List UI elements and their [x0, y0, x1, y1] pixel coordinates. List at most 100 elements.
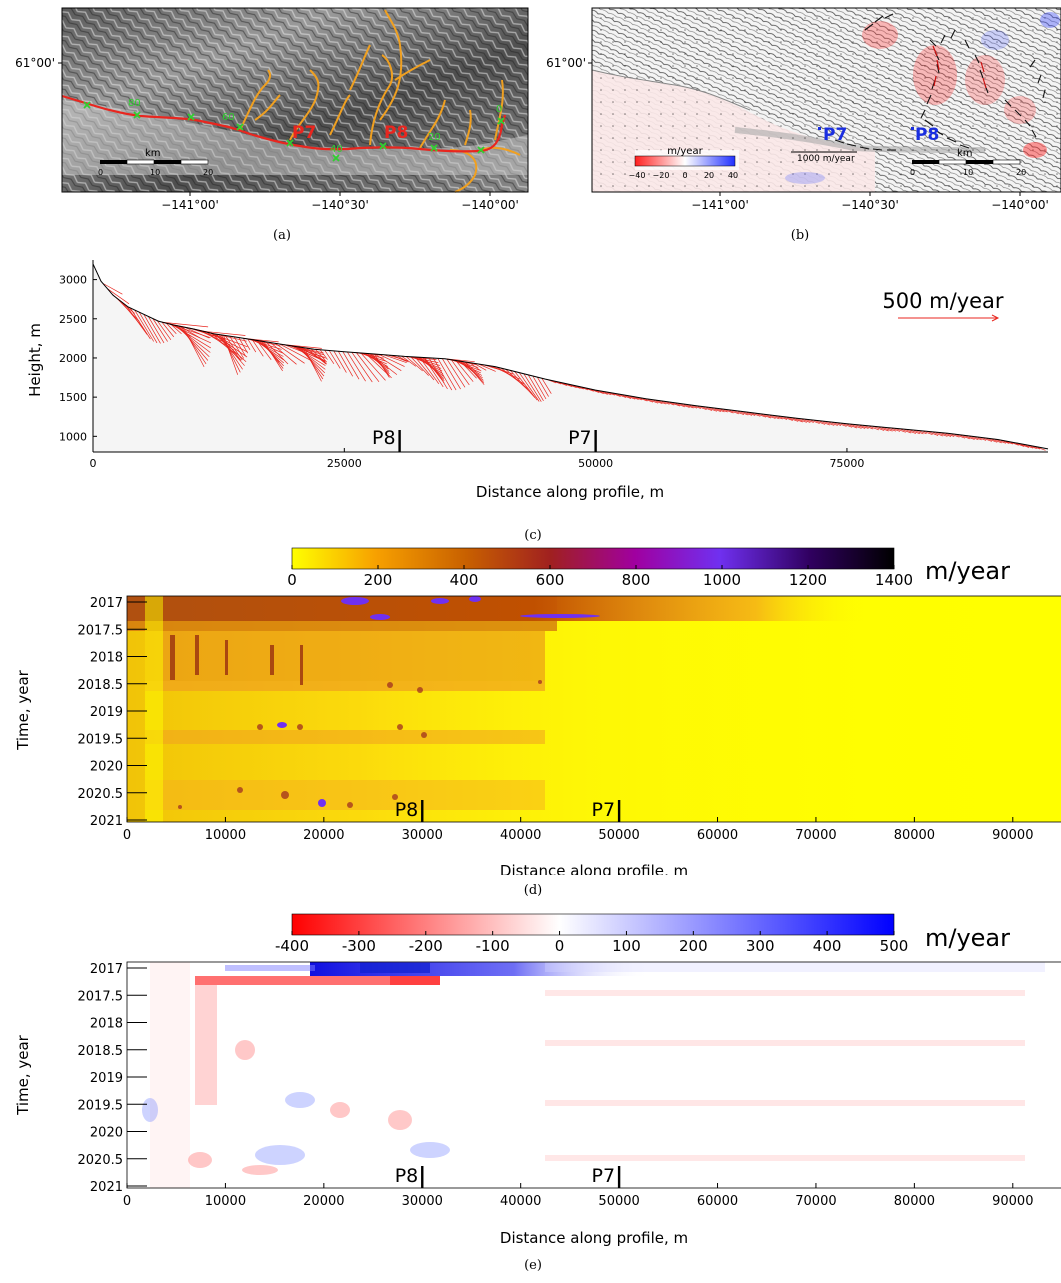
x-tick-label: 40000	[500, 828, 541, 843]
colorbar-tick-label: -300	[342, 937, 376, 955]
profile-fill	[93, 263, 1048, 452]
profile-line	[61, 94, 507, 153]
c-vector-scale-arrow	[898, 314, 1000, 322]
y-tick-label: 2021	[90, 814, 123, 829]
marker-label-p7: P7	[592, 1165, 616, 1187]
colorbar-tick-label: 600	[536, 571, 565, 589]
lon-label: −140°00'	[991, 198, 1049, 212]
colorbar-d	[291, 547, 895, 570]
colorbar-tick-label: 0	[287, 571, 297, 589]
x-tick-label: 40000	[500, 1194, 541, 1209]
c-marker-label-p8: P8	[372, 427, 396, 449]
colorbar-e	[291, 913, 895, 936]
caption-a: (a)	[273, 228, 291, 243]
y-tick-label: 2019	[90, 1071, 123, 1086]
marker-label-p8: P8	[395, 1165, 419, 1187]
colorbar-b-tick: 20	[704, 171, 714, 180]
x-tick-label: 70000	[795, 828, 836, 843]
x-tick-label: 20000	[303, 828, 344, 843]
panel-b-map: P7 P8 m/year −40 −20 0 20 40 1000 m/year…	[546, 7, 1061, 212]
c-x-tick-label: 50000	[578, 457, 613, 470]
colorbar-tick-label: -400	[275, 937, 309, 955]
profile-surface-line	[92, 263, 1049, 450]
point-label-p7: P7	[823, 125, 847, 145]
x-tick-label: 10000	[205, 1194, 246, 1209]
colorbar-b-tick: 0	[682, 171, 687, 180]
y-tick-label: 2018	[90, 651, 123, 666]
panel-c-profile-chart: 0 25000 50000 75000 1000 1500 2000 2500 3000 P8 P7…	[26, 260, 1049, 501]
caption-b: (b)	[790, 228, 810, 243]
caption-e: (e)	[524, 1258, 542, 1273]
x-tick-label: 90000	[992, 1194, 1033, 1209]
colorbar-tick-label: 500	[880, 937, 909, 955]
y-tick-label: 2018.5	[78, 1044, 124, 1059]
lon-label: −140°30'	[311, 198, 369, 212]
colorbar-tick-label: 400	[450, 571, 479, 589]
colorbar-e-unit: m/year	[925, 924, 1010, 952]
distance-mark-80: 80	[128, 98, 141, 109]
caption-c: (c)	[524, 528, 542, 543]
tributary-lines	[239, 9, 521, 193]
y-tick-label: 2019	[90, 705, 123, 720]
distance-mark-0: 0	[496, 104, 502, 115]
x-tick-label: 90000	[992, 828, 1033, 843]
colorbar-tick-label: 400	[813, 937, 842, 955]
x-tick-label: 50000	[598, 1194, 639, 1209]
colorbar-tick-label: 800	[622, 571, 651, 589]
colorbar-tick-label: 1200	[789, 571, 827, 589]
heatmap-e-field	[127, 962, 1061, 1188]
d-x-axis-label: Distance along profile, m	[500, 862, 688, 875]
point-label-p7: P7	[292, 123, 316, 143]
panel-a-map: 80 60 40 20 0 P7 P8 km 0 10 20 61°00' −1…	[15, 7, 529, 212]
vector-scale-label: 1000 m/year	[797, 154, 855, 164]
y-tick-label: 2018	[90, 1017, 123, 1032]
scale-bar-tick: 10	[150, 168, 160, 177]
c-x-tick-label: 75000	[829, 457, 864, 470]
c-y-axis-label: Height, m	[26, 323, 44, 397]
c-vector-scale-label: 500 m/year	[882, 289, 1004, 313]
lat-label: 61°00'	[15, 56, 55, 70]
y-tick-label: 2020	[90, 760, 123, 775]
caption-d: (d)	[523, 883, 543, 898]
profile-plot-area: 0 25000 50000 75000 1000 1500 2000 2500 3000 P8 P7	[59, 260, 1049, 470]
x-tick-label: 60000	[697, 1194, 738, 1209]
x-tick-label: 30000	[402, 828, 443, 843]
colorbar-tick-label: 1000	[703, 571, 741, 589]
e-x-axis-label: Distance along profile, m	[500, 1229, 688, 1247]
scale-bar-unit: km	[145, 148, 161, 159]
distance-mark-60: 60	[222, 112, 235, 123]
y-tick-label: 2019.5	[78, 732, 124, 747]
y-tick-label: 2020.5	[78, 787, 124, 802]
flow-arrows	[834, 13, 1046, 151]
c-marker-label-p7: P7	[568, 427, 592, 449]
x-tick-label: 60000	[697, 828, 738, 843]
point-label-p8: P8	[384, 123, 408, 143]
scale-bar-tick: 0	[910, 168, 915, 177]
x-tick-label: 20000	[303, 1194, 344, 1209]
c-y-tick-label: 1000	[59, 430, 87, 443]
velocity-vectors	[102, 283, 1046, 451]
colorbar-b-tick: −40	[629, 171, 646, 180]
marker-label-p7: P7	[592, 799, 616, 821]
panel-e-velocity-anomaly-heatmap: -400 -300 -200 -100 0 100 200 300 400 500 m/year …	[14, 913, 1061, 1247]
distance-mark-40: 40	[330, 144, 343, 155]
scale-bar-unit: km	[957, 148, 973, 159]
x-tick-label: 10000	[205, 828, 246, 843]
x-tick-label: 30000	[402, 1194, 443, 1209]
c-x-tick-label: 25000	[327, 457, 362, 470]
scale-bar-tick: 20	[1016, 168, 1026, 177]
colorbar-tick-label: 100	[612, 937, 641, 955]
scale-bar-tick: 20	[203, 168, 213, 177]
lon-label: −140°30'	[841, 198, 899, 212]
e-y-axis-label: Time, year	[14, 1034, 32, 1116]
lon-label: −141°00'	[691, 198, 749, 212]
y-tick-label: 2017.5	[78, 989, 124, 1004]
lon-label: −141°00'	[161, 198, 219, 212]
y-tick-label: 2020	[90, 1126, 123, 1141]
colorbar-tick-label: 300	[746, 937, 775, 955]
colorbar-tick-label: 200	[364, 571, 393, 589]
x-tick-label: 50000	[598, 828, 639, 843]
colorbar-b-tick: 40	[728, 171, 738, 180]
c-x-tick-label: 0	[90, 457, 97, 470]
scale-bar-tick: 10	[963, 168, 973, 177]
